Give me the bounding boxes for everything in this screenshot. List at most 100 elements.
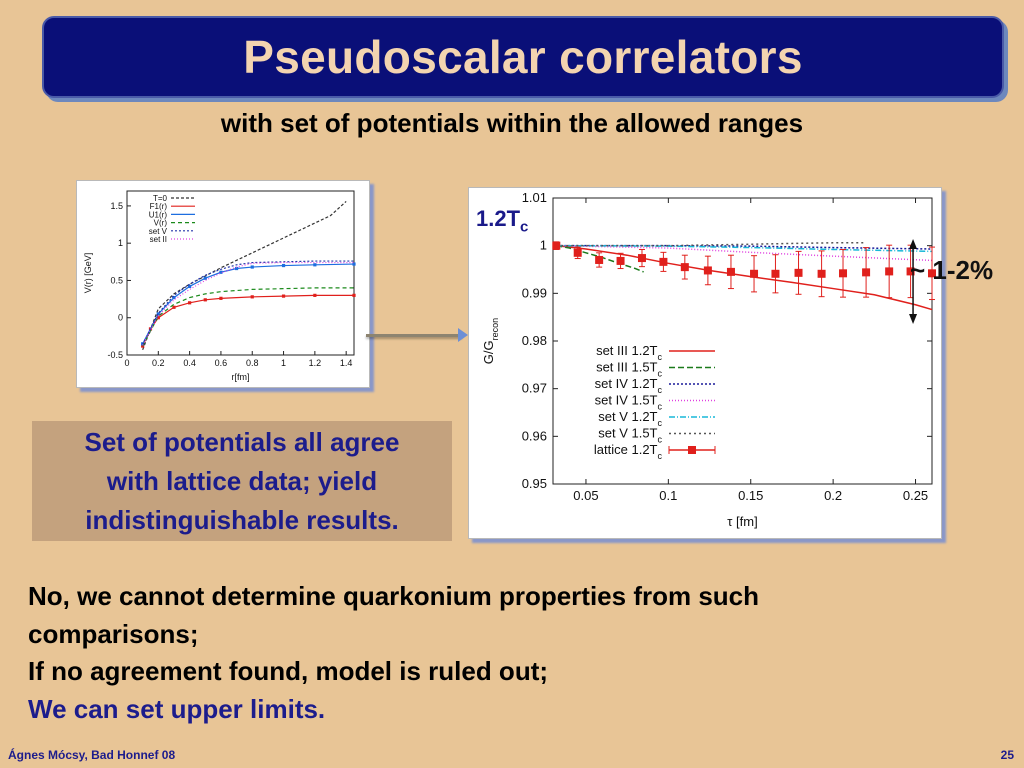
data-point [203,276,207,280]
potential-figure: 0 0.2 0.4 0.6 0.8 1 1.2 1.4 -0.5 0 0.5 1 1.5 r[fm] V(r… [76,180,370,388]
data-point [659,257,668,266]
x-axis-label: τ [fm] [727,514,757,529]
plot-frame [126,190,355,356]
y-tick-label: -0.5 [107,350,123,360]
data-point [839,269,848,278]
data-point [573,248,582,257]
legend-label: set V 1.2Tc [598,409,662,428]
slide-title: Pseudoscalar correlators [243,31,803,83]
data-point [680,263,689,272]
data-point [552,241,561,250]
legend-label: set IV 1.5Tc [595,393,663,412]
x-tick-label: 0.6 [215,358,228,368]
data-point [281,263,286,268]
legend-label: set III 1.2Tc [596,343,662,362]
slide-subtitle: with set of potentials within the allowe… [220,108,804,138]
data-point [352,262,356,266]
data-point [726,267,735,276]
x-tick-label: 1.2 [309,358,322,368]
x-tick-label: 0.2 [824,488,842,503]
series-line [142,260,354,345]
data-point [172,296,176,300]
arrow-up-icon [909,239,918,249]
bullet-line: No, we cannot determine quarkonium prope… [28,581,760,611]
x-tick-label: 1 [281,358,286,368]
data-point [281,294,286,298]
data-point [313,293,317,297]
legend-label: lattice 1.2Tc [594,442,663,461]
y-tick-label: 0.96 [522,428,547,443]
data-point [156,316,160,320]
bullet-line: comparisons; [28,618,199,649]
x-tick-label: 1.4 [340,358,353,368]
data-point [750,269,759,278]
legend-label: set V [149,227,168,236]
series-line [142,200,347,350]
y-tick-label: 1 [118,238,123,248]
y-tick-label: 1 [540,238,547,253]
y-tick-label: 0.97 [522,381,547,396]
connector-arrow-line [366,334,462,337]
y-tick-label: 0.99 [522,285,547,300]
data-point [595,255,604,264]
data-point [616,256,625,265]
y-tick-label: 0.5 [110,275,123,285]
series-line [142,294,354,347]
x-tick-label: 0 [124,358,129,368]
data-point [703,266,712,275]
bullet-line: If no agreement found, model is ruled ou… [28,656,549,686]
y-tick-label: 0.98 [522,333,547,348]
legend-label: T=0 [153,194,168,203]
x-tick-label: 0.4 [183,358,196,368]
series-line [142,287,354,347]
data-point [156,312,160,316]
legend-label: set II [150,235,167,244]
series-line [142,263,355,345]
y-tick-label: 0.95 [522,476,547,491]
temperature-label: 1.2Tc [476,206,529,236]
data-point [219,270,223,274]
x-axis-label: r[fm] [232,372,250,382]
note-line: Set of potentials all agree [84,426,400,457]
legend-label: U1(r) [149,210,168,219]
note-line: indistinguishable results. [85,504,399,535]
data-point [250,265,254,269]
data-point [928,269,936,278]
data-point [906,267,915,276]
correlator-chart: 0.05 0.1 0.15 0.2 0.25 0.95 0.96 0.97 0.98 0.99 1 1… [481,190,936,529]
legend-label: F1(r) [150,202,168,211]
x-tick-label: 0.05 [573,488,598,503]
series-line [556,244,933,311]
data-point [188,284,192,289]
y-tick-label: 1.5 [110,201,123,211]
data-point [794,268,803,277]
y-axis-label: V(r) [GeV] [83,253,93,294]
data-point [250,295,254,299]
title-bar: Pseudoscalar correlators [42,16,1004,98]
x-tick-label: 0.2 [152,358,165,368]
y-tick-label: 1.01 [522,190,547,205]
data-point [637,254,646,263]
legend-label: set V 1.5Tc [598,426,662,445]
x-tick-label: 0.1 [659,488,677,503]
potential-chart: 0 0.2 0.4 0.6 0.8 1 1.2 1.4-0.500.511.5r[fm]V(r… [83,190,356,382]
bullet-list: No, we cannot determine quarkonium prope… [28,578,988,728]
data-point [885,267,894,276]
data-point [352,293,356,297]
data-point [203,298,207,302]
series-line [556,242,867,247]
x-tick-label: 0.15 [738,488,763,503]
data-point [862,268,871,277]
data-point [172,305,176,309]
legend-marker [688,446,696,454]
arrow-down-icon [909,314,918,324]
note-box: Set of potentials all agree with lattice… [32,421,452,541]
y-tick-label: 0 [118,313,123,323]
footer-author: Ágnes Mócsy, Bad Honnef 08 [8,748,176,762]
data-point [234,266,239,271]
data-point [188,301,192,305]
legend-label: V(r) [154,219,168,228]
legend-label: set IV 1.2Tc [595,376,663,395]
series-line [142,261,354,346]
legend-label: set III 1.5Tc [596,360,662,379]
